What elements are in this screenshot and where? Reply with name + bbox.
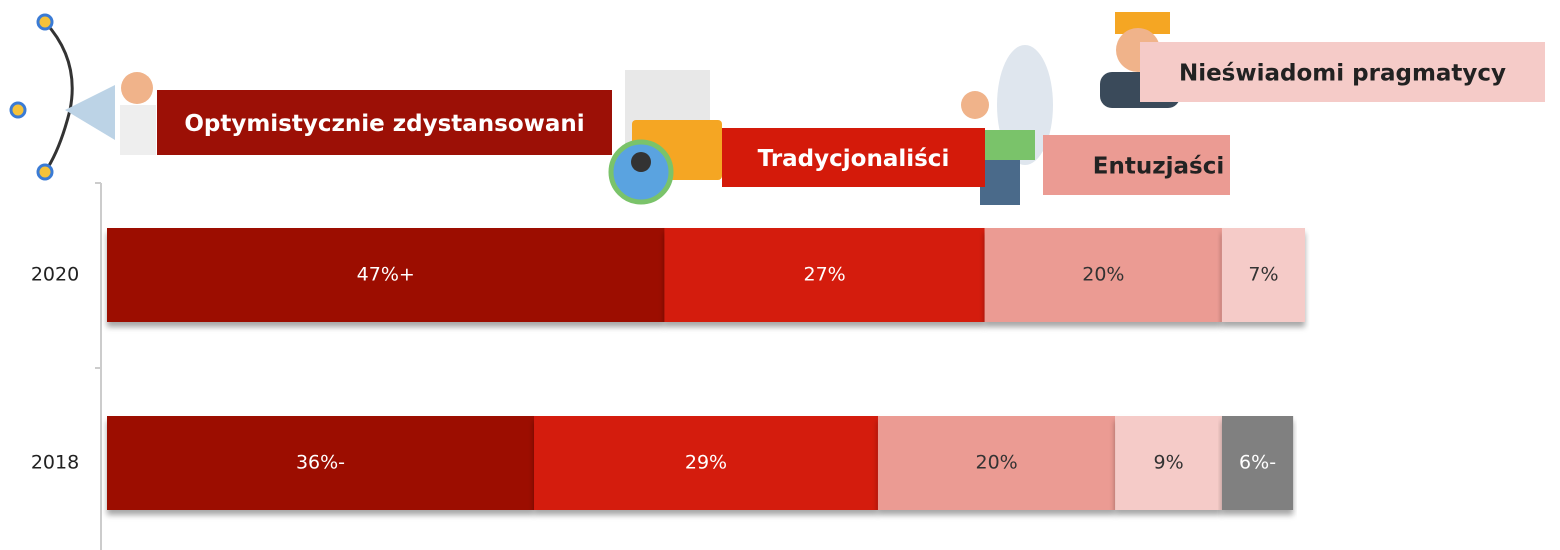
icon-rocket bbox=[961, 45, 1053, 205]
bar-segment bbox=[664, 228, 985, 322]
bar-segment bbox=[534, 416, 878, 510]
value-label: 20% bbox=[1082, 264, 1124, 286]
value-label: 29% bbox=[685, 452, 727, 474]
value-label: 6%- bbox=[1239, 452, 1276, 474]
legend-swatch bbox=[157, 90, 612, 155]
legend-label: Optymistycznie zdystansowani bbox=[184, 111, 584, 137]
value-label: 7% bbox=[1248, 264, 1278, 286]
value-label: 27% bbox=[803, 264, 845, 286]
value-label: 20% bbox=[975, 452, 1017, 474]
legend-label: Tradycjonaliści bbox=[758, 146, 950, 172]
legend-label: Entuzjaści bbox=[1093, 154, 1224, 180]
legend-swatch bbox=[722, 128, 985, 187]
bar-segment bbox=[1221, 416, 1294, 510]
bar-segment bbox=[1115, 416, 1222, 510]
bar-segment bbox=[984, 228, 1222, 322]
value-label: 9% bbox=[1154, 452, 1184, 474]
y-tick-label: 2018 bbox=[31, 452, 79, 474]
icon-megaphone bbox=[9, 13, 156, 181]
icon-folder bbox=[608, 70, 722, 205]
bar-segment bbox=[107, 228, 665, 322]
bar-segment bbox=[877, 416, 1116, 510]
legend-label: Nieświadomi pragmatycy bbox=[1179, 61, 1506, 87]
legend-swatch bbox=[1140, 42, 1545, 102]
bar-segment bbox=[107, 416, 535, 510]
y-tick-label: 2020 bbox=[31, 264, 79, 286]
legend-swatch bbox=[1043, 135, 1230, 195]
value-label: 47%+ bbox=[357, 264, 415, 286]
value-label: 36%- bbox=[296, 452, 345, 474]
bar-segment bbox=[1221, 228, 1305, 322]
